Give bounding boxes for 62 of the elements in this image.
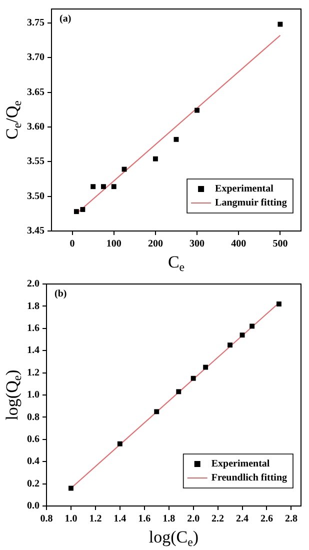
y-tick-label: 0.4 (27, 456, 40, 468)
x-tick-label: 2.2 (212, 514, 224, 525)
point (228, 342, 233, 348)
legend-label: Experimental (215, 184, 274, 195)
point (276, 302, 282, 306)
point (74, 209, 79, 214)
point (278, 22, 283, 27)
annotation: (b) (54, 288, 67, 300)
point (80, 207, 86, 212)
y-tick-label: 0.6 (27, 434, 40, 445)
x-tick-label: 300 (190, 238, 205, 250)
point (154, 409, 160, 414)
y-tick-label: 3.75 (27, 17, 44, 28)
x-tick-label: 1.6 (138, 514, 151, 525)
x-tick-label: 0 (70, 238, 75, 250)
y-tick-label: 1.2 (27, 367, 40, 378)
point (176, 389, 182, 394)
y-tick-label: 1.0 (27, 390, 40, 401)
point (174, 136, 179, 142)
point (117, 441, 122, 446)
x-tick-label: 2.6 (260, 514, 273, 525)
y-tick-label: 0.8 (27, 412, 40, 423)
y-tick-label: 3.50 (27, 190, 44, 202)
legend-label: Experimental (211, 458, 270, 470)
x-tick-label: 500 (272, 238, 288, 250)
y-tick-label: 3.65 (27, 86, 44, 98)
y-axis-title: Ce/Qe (2, 100, 24, 140)
x-tick-label: 1.2 (89, 514, 102, 525)
y-tick-label: 3.70 (27, 52, 44, 64)
point (190, 376, 196, 381)
legend-label: Freundlich fitting (211, 472, 287, 484)
x-tick-label: 2.0 (187, 514, 200, 525)
point (152, 156, 158, 162)
point (194, 108, 200, 113)
y-tick-label: 0.2 (27, 478, 40, 490)
x-tick-label: 100 (106, 238, 122, 250)
point (111, 184, 116, 190)
x-tick-label: 2.8 (284, 514, 298, 525)
y-tick-label: 1.6 (27, 322, 40, 334)
annotation: (a) (60, 14, 72, 25)
x-tick-label: 400 (231, 238, 246, 250)
point (90, 184, 96, 190)
y-tick-label: 1.8 (27, 300, 40, 312)
point (68, 486, 74, 491)
y-tick-label: 3.60 (27, 122, 44, 133)
x-tick-label: 1.0 (64, 514, 78, 525)
x-tick-label: 1.4 (114, 514, 126, 525)
x-tick-label: 1.8 (162, 514, 176, 525)
point (203, 364, 208, 370)
y-tick-label: 0.0 (27, 500, 40, 512)
x-tick-label: 2.4 (236, 514, 249, 525)
legend-label: Langmuir fitting (215, 198, 287, 209)
point (101, 184, 106, 190)
y-axis-title: log(Qe) (2, 370, 24, 420)
x-tick-label: 200 (148, 238, 163, 250)
x-tick-label: 0.8 (40, 514, 53, 525)
y-tick-label: 3.45 (27, 226, 44, 237)
point (240, 332, 245, 338)
point (250, 324, 255, 329)
y-tick-label: 3.55 (27, 156, 44, 168)
y-tick-label: 2.0 (27, 278, 40, 290)
y-tick-label: 1.4 (27, 345, 40, 356)
